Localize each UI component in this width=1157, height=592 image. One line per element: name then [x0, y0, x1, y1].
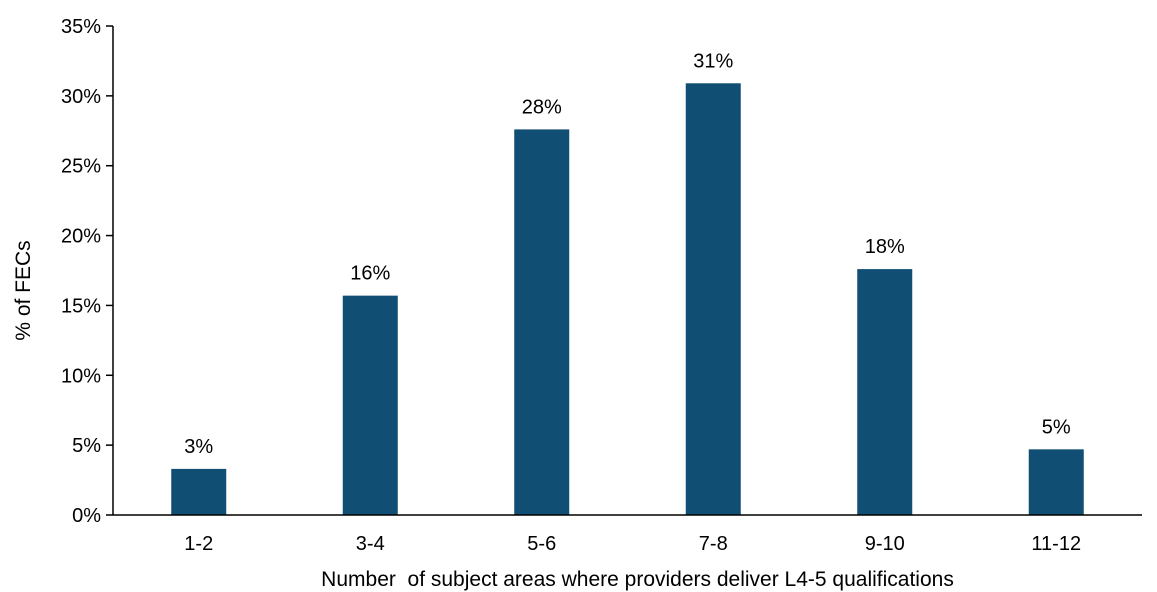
- data-labels: 3% 16% 28% 31% 18% 5%: [184, 50, 1071, 458]
- y-tick-label: 30%: [61, 86, 101, 108]
- y-tick-label: 25%: [61, 156, 101, 178]
- bar-7-8: [685, 83, 741, 515]
- y-tick-label: 5%: [72, 435, 101, 457]
- x-tick-label: 3-4: [356, 533, 385, 555]
- y-axis-title: % of FECs: [12, 240, 35, 340]
- y-axis-ticks: 0% 5% 10% 15% 20% 25% 30% 35%: [61, 16, 113, 527]
- bar-3-4: [342, 295, 398, 515]
- x-tick-label: 9-10: [865, 533, 905, 555]
- y-tick-label: 15%: [61, 295, 101, 317]
- data-label-7-8: 31%: [693, 50, 733, 72]
- bars: [171, 83, 1084, 516]
- y-tick-label: 0%: [72, 505, 101, 527]
- x-tick-label: 1-2: [184, 533, 213, 555]
- bar-9-10: [857, 269, 913, 515]
- bar-1-2: [171, 468, 227, 515]
- x-tick-label: 5-6: [527, 533, 556, 555]
- x-tick-label: 11-12: [1031, 533, 1081, 555]
- data-label-11-12: 5%: [1042, 416, 1071, 438]
- data-label-9-10: 18%: [865, 236, 905, 258]
- x-axis-title: Number of subject areas where providers …: [321, 568, 954, 591]
- bar-5-6: [514, 129, 570, 516]
- bar-11-12: [1028, 449, 1084, 515]
- x-tick-label: 7-8: [699, 533, 728, 555]
- data-label-1-2: 3%: [184, 436, 213, 458]
- y-tick-label: 35%: [61, 16, 101, 38]
- x-axis-ticks: 1-2 3-4 5-6 7-8 9-10 11-12: [184, 533, 1081, 555]
- data-label-3-4: 16%: [350, 263, 390, 285]
- y-tick-label: 20%: [61, 226, 101, 248]
- data-label-5-6: 28%: [522, 96, 562, 118]
- y-tick-label: 10%: [61, 365, 101, 387]
